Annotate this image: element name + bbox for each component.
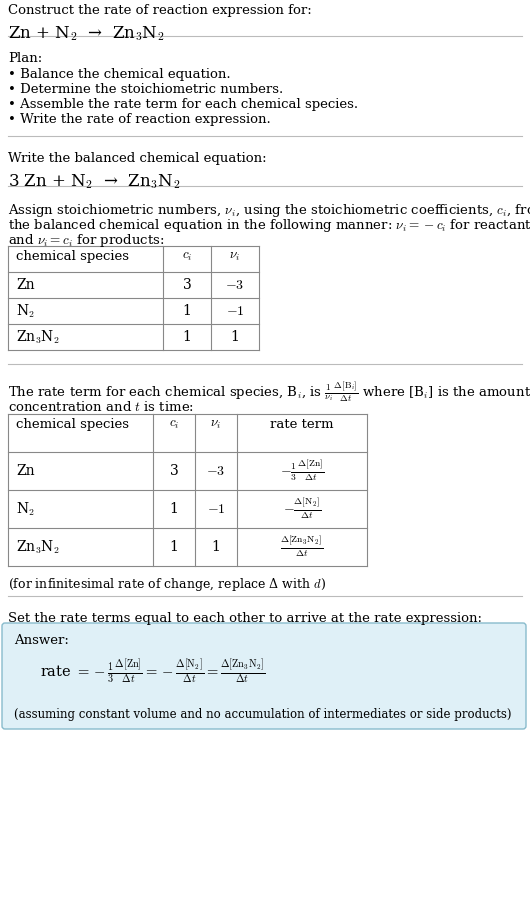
Text: $c_i$: $c_i$ bbox=[169, 418, 179, 431]
Text: Zn: Zn bbox=[16, 278, 34, 292]
Text: The rate term for each chemical species, B$_i$, is $\frac{1}{\nu_i}\frac{\Delta[: The rate term for each chemical species,… bbox=[8, 380, 530, 404]
Text: 1: 1 bbox=[231, 330, 240, 344]
Text: the balanced chemical equation in the following manner: $\nu_i = -c_i$ for react: the balanced chemical equation in the fo… bbox=[8, 217, 530, 234]
Text: $-3$: $-3$ bbox=[225, 278, 244, 292]
Text: $-3$: $-3$ bbox=[206, 464, 226, 478]
Text: $\nu_i$: $\nu_i$ bbox=[229, 250, 241, 263]
Text: Write the balanced chemical equation:: Write the balanced chemical equation: bbox=[8, 152, 267, 165]
Text: 1: 1 bbox=[170, 540, 179, 554]
Text: 1: 1 bbox=[182, 330, 191, 344]
FancyBboxPatch shape bbox=[2, 623, 526, 729]
Text: $\frac{\Delta[\mathrm{Zn_3N_2}]}{\Delta t}$: $\frac{\Delta[\mathrm{Zn_3N_2}]}{\Delta … bbox=[280, 535, 323, 559]
Text: 1: 1 bbox=[211, 540, 220, 554]
Text: chemical species: chemical species bbox=[16, 250, 129, 263]
Text: chemical species: chemical species bbox=[16, 418, 129, 431]
Text: $-1$: $-1$ bbox=[207, 502, 225, 516]
Text: • Assemble the rate term for each chemical species.: • Assemble the rate term for each chemic… bbox=[8, 98, 358, 111]
Text: N$_2$: N$_2$ bbox=[16, 302, 35, 320]
Text: Zn: Zn bbox=[16, 464, 34, 478]
Text: N$_2$: N$_2$ bbox=[16, 500, 35, 518]
Text: (assuming constant volume and no accumulation of intermediates or side products): (assuming constant volume and no accumul… bbox=[14, 708, 511, 721]
Text: rate term: rate term bbox=[270, 418, 334, 431]
Text: • Balance the chemical equation.: • Balance the chemical equation. bbox=[8, 68, 231, 81]
Text: 3: 3 bbox=[170, 464, 179, 478]
Text: Answer:: Answer: bbox=[14, 634, 69, 647]
Text: Zn$_3$N$_2$: Zn$_3$N$_2$ bbox=[16, 538, 60, 556]
Text: and $\nu_i = c_i$ for products:: and $\nu_i = c_i$ for products: bbox=[8, 232, 164, 249]
Text: $c_i$: $c_i$ bbox=[182, 250, 192, 263]
Text: Set the rate terms equal to each other to arrive at the rate expression:: Set the rate terms equal to each other t… bbox=[8, 612, 482, 625]
Text: rate $= -\frac{1}{3}\frac{\Delta[\mathrm{Zn}]}{\Delta t} = -\frac{\Delta[\mathrm: rate $= -\frac{1}{3}\frac{\Delta[\mathrm… bbox=[40, 658, 266, 686]
Text: 3 Zn + N$_2$  →  Zn$_3$N$_2$: 3 Zn + N$_2$ → Zn$_3$N$_2$ bbox=[8, 172, 180, 191]
Text: $\nu_i$: $\nu_i$ bbox=[210, 418, 222, 431]
Text: Construct the rate of reaction expression for:: Construct the rate of reaction expressio… bbox=[8, 4, 312, 17]
Text: $-\frac{1}{3}\frac{\Delta[\mathrm{Zn}]}{\Delta t}$: $-\frac{1}{3}\frac{\Delta[\mathrm{Zn}]}{… bbox=[280, 459, 324, 483]
Text: 1: 1 bbox=[170, 502, 179, 516]
Text: (for infinitesimal rate of change, replace Δ with $d$): (for infinitesimal rate of change, repla… bbox=[8, 576, 326, 593]
Text: 3: 3 bbox=[183, 278, 191, 292]
Text: $-1$: $-1$ bbox=[226, 304, 244, 318]
Text: Zn + N$_2$  →  Zn$_3$N$_2$: Zn + N$_2$ → Zn$_3$N$_2$ bbox=[8, 24, 164, 43]
Text: Plan:: Plan: bbox=[8, 52, 42, 65]
Text: • Determine the stoichiometric numbers.: • Determine the stoichiometric numbers. bbox=[8, 83, 283, 96]
Text: Zn$_3$N$_2$: Zn$_3$N$_2$ bbox=[16, 329, 60, 346]
Text: 1: 1 bbox=[182, 304, 191, 318]
Text: concentration and $t$ is time:: concentration and $t$ is time: bbox=[8, 400, 194, 414]
Text: $-\frac{\Delta[\mathrm{N_2}]}{\Delta t}$: $-\frac{\Delta[\mathrm{N_2}]}{\Delta t}$ bbox=[283, 497, 321, 521]
Text: Assign stoichiometric numbers, $\nu_i$, using the stoichiometric coefficients, $: Assign stoichiometric numbers, $\nu_i$, … bbox=[8, 202, 530, 219]
Text: • Write the rate of reaction expression.: • Write the rate of reaction expression. bbox=[8, 113, 271, 126]
